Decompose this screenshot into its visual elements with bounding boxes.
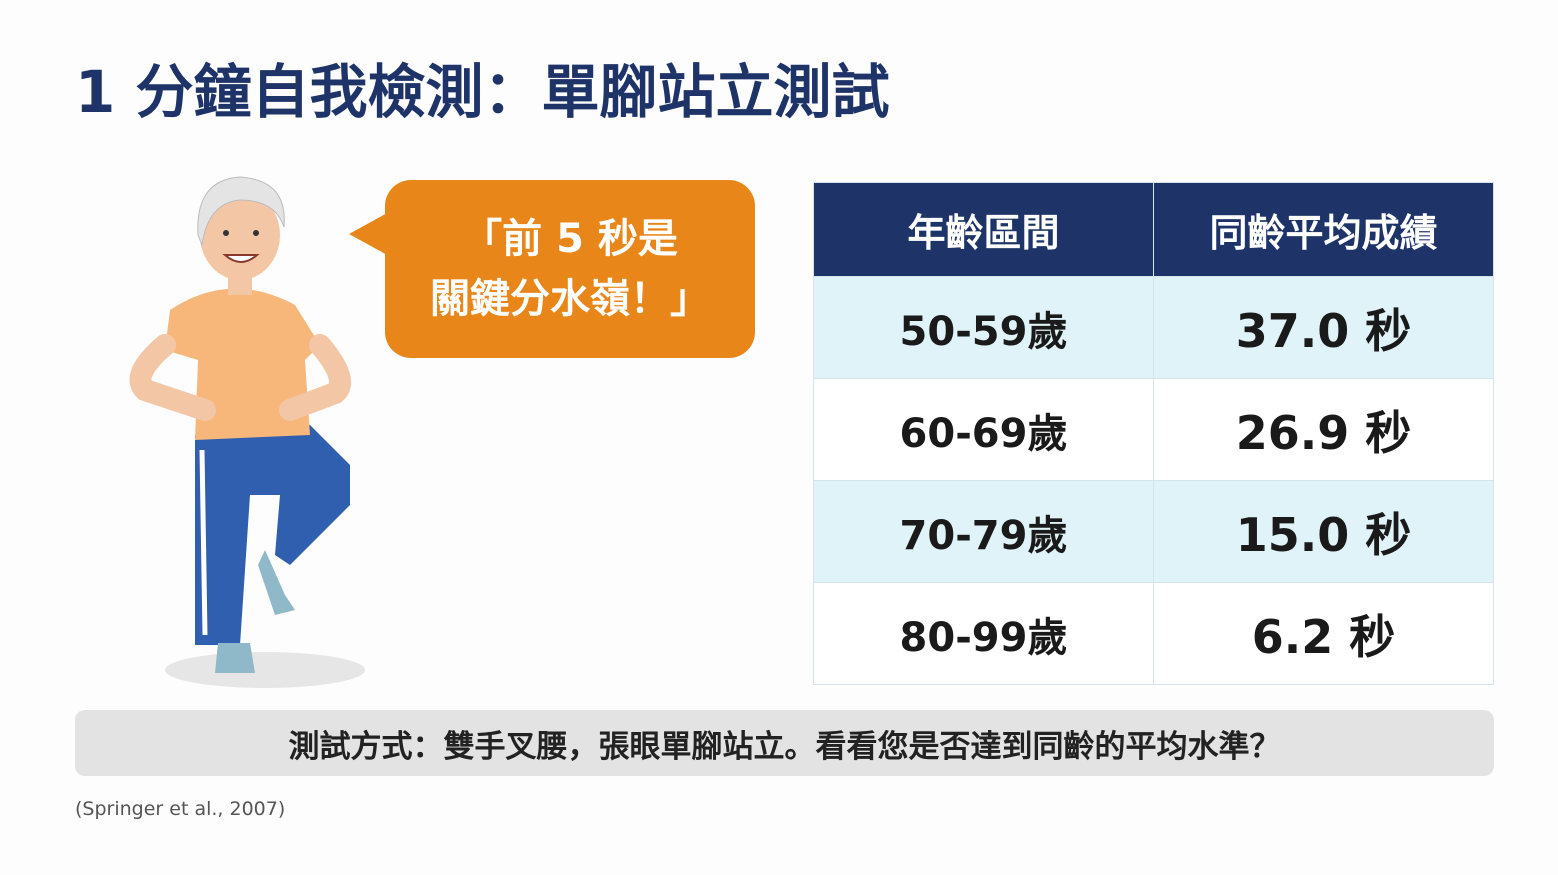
average-cell: 26.9 秒 (1153, 378, 1494, 481)
bubble-tail (349, 212, 389, 256)
average-cell: 15.0 秒 (1153, 480, 1494, 583)
age-cell: 50-59歲 (813, 276, 1154, 379)
bubble-line: 「前 5 秒是 (462, 216, 678, 262)
column-header: 年齡區間 (813, 182, 1154, 277)
norms-table: 年齡區間 同齡平均成績 50-59歲 37.0 秒 60-69歲 26.9 秒 70-7… (813, 182, 1494, 685)
speech-bubble: 「前 5 秒是 關鍵分水嶺！」 (385, 180, 755, 358)
citation: (Springer et al., 2007) (75, 798, 286, 820)
instruction-note: 測試方式：雙手叉腰，張眼單腳站立。看看您是否達到同齡的平均水準？ (75, 710, 1494, 776)
age-cell: 80-99歲 (813, 582, 1154, 685)
title: 1 分鐘自我檢測：單腳站立測試 (75, 58, 890, 126)
average-cell: 6.2 秒 (1153, 582, 1494, 685)
average-cell: 37.0 秒 (1153, 276, 1494, 379)
illustration (129, 176, 365, 688)
column-header: 同齡平均成績 (1153, 182, 1494, 277)
age-cell: 70-79歲 (813, 480, 1154, 583)
table-row: 80-99歲 6.2 秒 (813, 582, 1494, 685)
bubble-line: 關鍵分水嶺！」 (430, 276, 710, 322)
table-row: 50-59歲 37.0 秒 (813, 276, 1494, 379)
table-row: 70-79歲 15.0 秒 (813, 480, 1494, 583)
header-row: 年齡區間 同齡平均成績 (813, 182, 1494, 277)
table-row: 60-69歲 26.9 秒 (813, 378, 1494, 481)
age-cell: 60-69歲 (813, 378, 1154, 481)
